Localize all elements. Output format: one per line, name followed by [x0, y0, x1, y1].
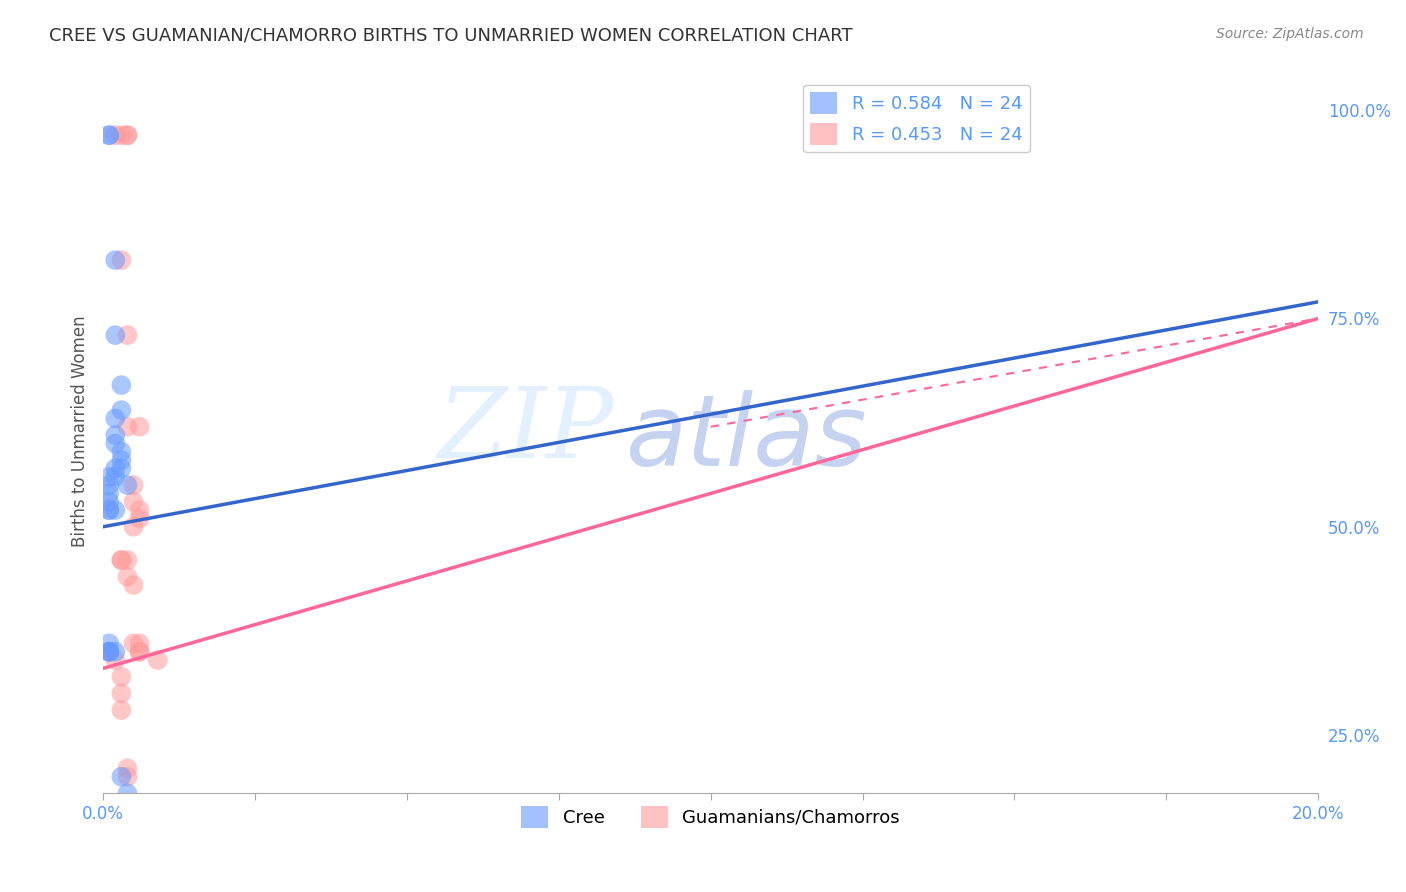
Point — [117, 478, 139, 492]
Point — [104, 428, 127, 442]
Y-axis label: Births to Unmarried Women: Births to Unmarried Women — [72, 315, 89, 547]
Point — [110, 670, 132, 684]
Point — [128, 503, 150, 517]
Point — [117, 761, 139, 775]
Point — [98, 469, 121, 483]
Point — [128, 636, 150, 650]
Point — [104, 503, 127, 517]
Point — [122, 478, 145, 492]
Point — [104, 328, 127, 343]
Point — [117, 553, 139, 567]
Point — [117, 128, 139, 143]
Point — [122, 636, 145, 650]
Text: Source: ZipAtlas.com: Source: ZipAtlas.com — [1216, 27, 1364, 41]
Point — [110, 128, 132, 143]
Point — [98, 636, 121, 650]
Point — [98, 128, 121, 143]
Point — [117, 419, 139, 434]
Point — [128, 511, 150, 525]
Point — [110, 403, 132, 417]
Point — [110, 553, 132, 567]
Point — [104, 436, 127, 450]
Point — [110, 703, 132, 717]
Point — [128, 645, 150, 659]
Point — [110, 444, 132, 458]
Point — [98, 128, 121, 143]
Point — [110, 378, 132, 392]
Point — [122, 520, 145, 534]
Point — [98, 503, 121, 517]
Point — [128, 645, 150, 659]
Point — [104, 469, 127, 483]
Point — [128, 419, 150, 434]
Point — [104, 128, 127, 143]
Point — [98, 503, 121, 517]
Point — [110, 770, 132, 784]
Text: atlas: atlas — [626, 390, 868, 487]
Point — [104, 253, 127, 268]
Point — [117, 570, 139, 584]
Point — [98, 486, 121, 500]
Point — [104, 645, 127, 659]
Point — [98, 645, 121, 659]
Legend: Cree, Guamanians/Chamorros: Cree, Guamanians/Chamorros — [515, 798, 907, 835]
Point — [104, 653, 127, 667]
Point — [117, 770, 139, 784]
Point — [98, 495, 121, 509]
Text: ZIP: ZIP — [437, 384, 613, 479]
Point — [110, 553, 132, 567]
Point — [104, 411, 127, 425]
Point — [110, 453, 132, 467]
Point — [98, 645, 121, 659]
Point — [122, 578, 145, 592]
Point — [98, 478, 121, 492]
Point — [110, 253, 132, 268]
Point — [122, 495, 145, 509]
Point — [117, 328, 139, 343]
Point — [98, 645, 121, 659]
Point — [146, 653, 169, 667]
Point — [110, 461, 132, 475]
Point — [117, 786, 139, 800]
Text: CREE VS GUAMANIAN/CHAMORRO BIRTHS TO UNMARRIED WOMEN CORRELATION CHART: CREE VS GUAMANIAN/CHAMORRO BIRTHS TO UNM… — [49, 27, 853, 45]
Point — [98, 645, 121, 659]
Point — [110, 686, 132, 700]
Point — [117, 128, 139, 143]
Point — [104, 461, 127, 475]
